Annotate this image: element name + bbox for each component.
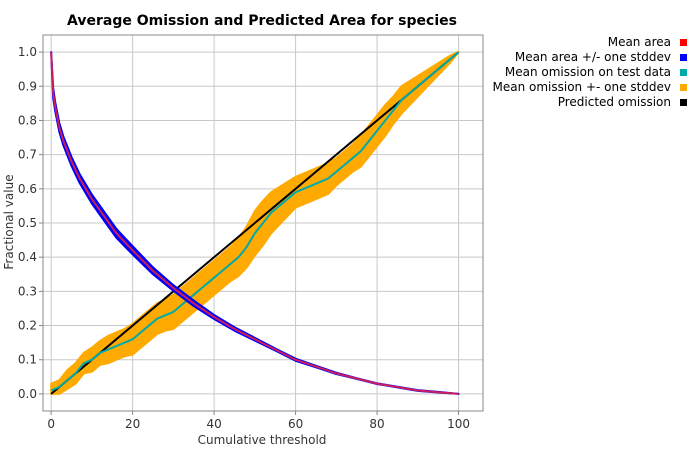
y-tick-label: 0.0 [18, 387, 37, 401]
legend-swatch [680, 54, 687, 61]
chart-title: Average Omission and Predicted Area for … [67, 13, 457, 29]
y-tick-label: 0.3 [18, 284, 37, 298]
legend-label: Mean omission +- one stddev [493, 80, 672, 94]
y-tick-label: 0.7 [18, 148, 37, 162]
x-tick-label: 40 [206, 417, 221, 431]
x-tick-label: 20 [125, 417, 140, 431]
ticks: 0 20 40 60 80 100 0.0 0.1 0.2 0.3 0.4 0.5 0.6 0.7 0.8 0… [18, 45, 470, 431]
legend-swatch [680, 99, 687, 106]
legend-label: Mean area +/- one stddev [515, 50, 671, 64]
y-tick-label: 0.2 [18, 319, 37, 333]
y-tick-label: 0.4 [18, 250, 37, 264]
x-tick-label: 100 [447, 417, 470, 431]
legend-swatch [680, 84, 687, 91]
x-tick-label: 0 [47, 417, 55, 431]
x-axis-label: Cumulative threshold [198, 433, 327, 447]
legend-label: Predicted omission [558, 95, 671, 109]
legend-label: Mean omission on test data [505, 65, 671, 79]
legend-swatch [680, 69, 687, 76]
predicted-omission-line [50, 51, 460, 395]
x-tick-label: 80 [369, 417, 384, 431]
y-tick-label: 0.6 [18, 182, 37, 196]
legend-swatch [680, 39, 687, 46]
mean-omission-line [50, 51, 460, 392]
y-tick-label: 0.5 [18, 216, 37, 230]
y-tick-label: 1.0 [18, 45, 37, 59]
y-tick-label: 0.9 [18, 79, 37, 93]
series-layer [50, 51, 460, 395]
legend-label: Mean area [608, 35, 671, 49]
y-axis-label: Fractional value [2, 174, 16, 269]
x-tick-label: 60 [288, 417, 303, 431]
mean-area-line [50, 52, 459, 395]
y-tick-label: 0.1 [18, 353, 37, 367]
y-tick-label: 0.8 [18, 113, 37, 127]
